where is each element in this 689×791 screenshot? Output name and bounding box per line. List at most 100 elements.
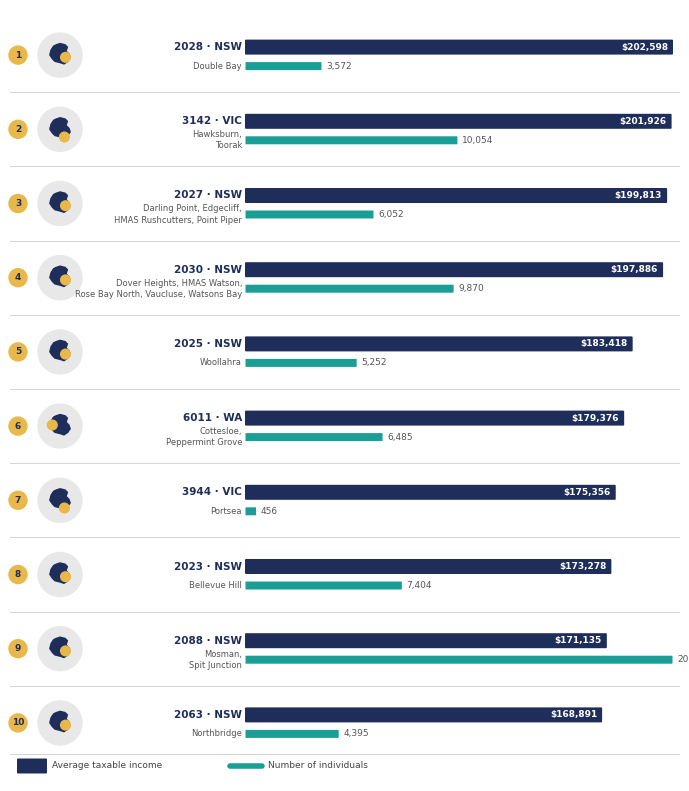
- Text: 8: 8: [15, 570, 21, 579]
- FancyBboxPatch shape: [245, 707, 602, 722]
- Circle shape: [38, 330, 82, 374]
- FancyBboxPatch shape: [245, 411, 624, 426]
- Text: Woollahra: Woollahra: [200, 358, 242, 367]
- FancyBboxPatch shape: [245, 262, 663, 277]
- Text: 2023 · NSW: 2023 · NSW: [174, 562, 242, 572]
- Circle shape: [9, 714, 27, 732]
- Polygon shape: [49, 488, 71, 510]
- Text: 2028 · NSW: 2028 · NSW: [174, 42, 242, 52]
- FancyBboxPatch shape: [245, 136, 457, 144]
- Text: $171,135: $171,135: [555, 636, 602, 645]
- Text: 9: 9: [14, 644, 21, 653]
- Circle shape: [38, 108, 82, 151]
- Text: 9,870: 9,870: [458, 284, 484, 293]
- FancyBboxPatch shape: [245, 62, 322, 70]
- Polygon shape: [49, 637, 71, 658]
- Circle shape: [9, 46, 27, 64]
- Polygon shape: [49, 710, 71, 732]
- Circle shape: [38, 404, 82, 448]
- Text: 6,485: 6,485: [387, 433, 413, 441]
- FancyBboxPatch shape: [245, 634, 607, 648]
- Text: 4,395: 4,395: [343, 729, 369, 739]
- FancyBboxPatch shape: [245, 433, 382, 441]
- Text: Average taxable income: Average taxable income: [52, 762, 162, 770]
- Polygon shape: [49, 414, 71, 436]
- FancyBboxPatch shape: [245, 559, 611, 574]
- FancyBboxPatch shape: [245, 210, 373, 218]
- Circle shape: [61, 350, 70, 359]
- Polygon shape: [49, 266, 71, 287]
- Text: 10: 10: [12, 718, 24, 728]
- Text: Double Bay: Double Bay: [194, 62, 242, 70]
- Text: 3: 3: [15, 199, 21, 208]
- Text: $197,886: $197,886: [610, 265, 658, 274]
- Circle shape: [48, 420, 57, 430]
- Circle shape: [9, 195, 27, 213]
- Text: $173,278: $173,278: [559, 562, 606, 571]
- Circle shape: [61, 721, 70, 730]
- Circle shape: [38, 255, 82, 300]
- Text: $201,926: $201,926: [619, 117, 666, 126]
- Text: 6: 6: [15, 422, 21, 430]
- FancyBboxPatch shape: [245, 656, 672, 664]
- FancyBboxPatch shape: [245, 359, 357, 367]
- Circle shape: [61, 201, 70, 210]
- Text: $202,598: $202,598: [621, 43, 668, 51]
- Circle shape: [9, 491, 27, 509]
- Text: 2030 · NSW: 2030 · NSW: [174, 265, 242, 274]
- FancyBboxPatch shape: [245, 730, 339, 738]
- Text: 5,252: 5,252: [361, 358, 387, 367]
- Text: 3142 · VIC: 3142 · VIC: [182, 116, 242, 127]
- Circle shape: [9, 269, 27, 286]
- FancyBboxPatch shape: [245, 285, 453, 293]
- Polygon shape: [49, 43, 71, 65]
- Text: Northbridge: Northbridge: [191, 729, 242, 739]
- Text: 3,572: 3,572: [326, 62, 351, 70]
- Text: 2063 · NSW: 2063 · NSW: [174, 710, 242, 720]
- Text: $183,418: $183,418: [580, 339, 628, 348]
- Text: 5: 5: [15, 347, 21, 357]
- Text: $199,813: $199,813: [615, 191, 662, 200]
- Text: 2: 2: [15, 125, 21, 134]
- Polygon shape: [49, 191, 71, 213]
- Circle shape: [61, 275, 70, 285]
- Text: 456: 456: [260, 507, 278, 516]
- FancyBboxPatch shape: [245, 507, 256, 515]
- Text: 20,304: 20,304: [677, 655, 689, 664]
- Circle shape: [38, 552, 82, 596]
- Polygon shape: [49, 339, 71, 361]
- Text: Darling Point, Edgecliff,
HMAS Rushcutters, Point Piper: Darling Point, Edgecliff, HMAS Rushcutte…: [114, 204, 242, 225]
- Text: Mosman,
Spit Junction: Mosman, Spit Junction: [189, 649, 242, 670]
- Text: 2088 · NSW: 2088 · NSW: [174, 636, 242, 645]
- Circle shape: [38, 479, 82, 522]
- Text: 3944 · VIC: 3944 · VIC: [182, 487, 242, 498]
- Circle shape: [61, 572, 70, 581]
- FancyBboxPatch shape: [245, 336, 633, 351]
- Text: 6,052: 6,052: [378, 210, 404, 219]
- Text: 10,054: 10,054: [462, 136, 493, 145]
- Circle shape: [59, 132, 69, 142]
- Text: Number of individuals: Number of individuals: [268, 762, 368, 770]
- Circle shape: [38, 626, 82, 671]
- Text: 1: 1: [15, 51, 21, 59]
- Circle shape: [38, 33, 82, 77]
- Text: Bellevue Hill: Bellevue Hill: [189, 581, 242, 590]
- Circle shape: [38, 701, 82, 745]
- Circle shape: [61, 52, 70, 62]
- Circle shape: [9, 417, 27, 435]
- FancyBboxPatch shape: [245, 581, 402, 589]
- Circle shape: [9, 120, 27, 138]
- Text: Hawksburn,
Toorak: Hawksburn, Toorak: [192, 131, 242, 150]
- Text: $175,356: $175,356: [564, 488, 610, 497]
- Text: 7: 7: [14, 496, 21, 505]
- FancyBboxPatch shape: [245, 114, 672, 129]
- FancyBboxPatch shape: [17, 759, 47, 774]
- Circle shape: [59, 503, 69, 513]
- FancyBboxPatch shape: [245, 188, 667, 203]
- Text: 2025 · NSW: 2025 · NSW: [174, 339, 242, 349]
- FancyBboxPatch shape: [245, 40, 673, 55]
- Text: 6011 · WA: 6011 · WA: [183, 413, 242, 423]
- Text: $179,376: $179,376: [572, 414, 619, 422]
- Circle shape: [9, 343, 27, 361]
- Circle shape: [38, 181, 82, 225]
